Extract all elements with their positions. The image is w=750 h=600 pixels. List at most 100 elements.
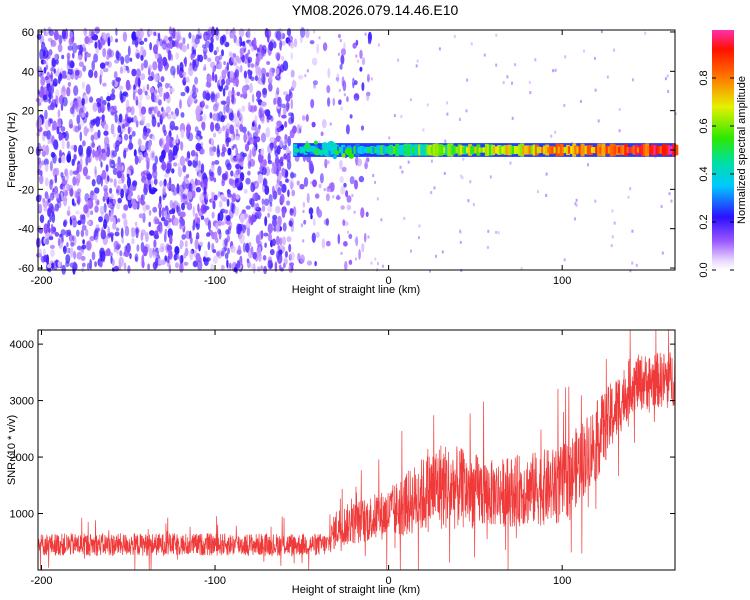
spectrogram-noise-blob: [172, 113, 177, 120]
spectrogram-noise-blob: [211, 26, 215, 37]
spectrogram-noise-blob: [64, 131, 69, 141]
spectrogram-noise-blob: [116, 202, 121, 210]
spectrogram-noise-blob: [207, 241, 211, 251]
spectrogram-faint-dot: [458, 117, 461, 121]
spectrogram-noise-blob: [102, 67, 109, 73]
spectrogram-noise-blob: [187, 160, 193, 167]
spectrogram-noise-blob: [161, 149, 166, 159]
spectrogram-noise-blob: [50, 67, 54, 72]
signal-band-cell: [609, 143, 614, 157]
spectrogram-noise-blob: [96, 174, 102, 185]
spectrogram-noise-blob: [186, 85, 190, 94]
spectrogram-noise-blob: [154, 53, 159, 60]
spectrogram-noise-blob: [161, 109, 166, 119]
spectrogram-noise-blob: [346, 204, 352, 211]
spectrogram-noise-blob: [86, 262, 90, 271]
spectrogram-noise-blob: [174, 187, 177, 193]
spectrogram-noise-blob: [282, 91, 288, 96]
signal-band-cell: [572, 143, 577, 157]
spectrogram-noise-blob: [275, 205, 281, 214]
x-tick-label: 0: [386, 275, 392, 287]
spectrogram-noise-blob: [169, 234, 173, 245]
spectrogram-noise-blob: [62, 74, 67, 79]
spectrogram-faint-dot: [606, 75, 609, 79]
spectrogram-noise-blob: [49, 84, 55, 95]
spectrogram-noise-blob: [107, 36, 111, 47]
spectrogram-noise-blob: [92, 34, 99, 41]
spectrogram-noise-blob: [189, 236, 193, 245]
spectrogram-noise-blob: [101, 114, 105, 123]
spectrogram-noise-blob: [247, 69, 251, 75]
spectrogram-noise-blob: [278, 110, 281, 118]
spectrogram-noise-blob: [129, 252, 132, 260]
spectrogram-noise-blob: [336, 194, 340, 200]
spectrogram-noise-blob: [355, 236, 359, 247]
spectrogram-noise-blob: [74, 190, 78, 199]
spectrogram-faint-dot: [355, 257, 357, 261]
spectrogram-noise-blob: [240, 114, 244, 125]
spectrogram-noise-blob: [214, 93, 218, 103]
signal-band-cell: [653, 145, 658, 155]
spectrogram-noise-blob: [124, 122, 128, 127]
spectrogram-noise-blob: [236, 229, 241, 235]
spectrogram-noise-blob: [361, 243, 365, 253]
signal-band-cell: [599, 146, 604, 154]
spectrogram-noise-blob: [349, 176, 355, 185]
spectrogram-faint-dot: [338, 88, 341, 92]
spectrogram-noise-blob: [365, 157, 370, 163]
signal-band-cell: [339, 147, 343, 153]
spectrogram-noise-blob: [188, 65, 194, 77]
spectrogram-faint-dot: [397, 58, 400, 62]
spectrogram-noise-blob: [170, 65, 176, 76]
spectrogram-noise-blob: [276, 168, 279, 177]
signal-onset-blob: [332, 154, 337, 160]
spectrogram-noise-blob: [124, 248, 130, 258]
spectrogram-faint-dot: [668, 192, 671, 196]
spectrogram-noise-blob: [212, 255, 218, 264]
spectrogram-noise-blob: [267, 232, 272, 242]
spectrogram-noise-blob: [113, 132, 116, 138]
spectrogram-noise-blob: [152, 61, 158, 71]
spectrogram-noise-blob: [225, 137, 232, 143]
spectrogram-noise-blob: [144, 246, 149, 253]
spectrogram-faint-dot: [514, 63, 517, 67]
spectrogram-noise-blob: [61, 29, 66, 40]
spectrogram-noise-blob: [90, 210, 94, 215]
spectrogram-noise-blob: [99, 205, 105, 215]
spectrogram-noise-blob: [212, 200, 216, 210]
spectrogram-noise-blob: [267, 152, 271, 163]
spectrogram-noise-blob: [60, 103, 64, 112]
spectrogram-noise-blob: [37, 101, 42, 106]
signal-band-cell: [418, 144, 423, 156]
signal-onset-blob: [344, 147, 353, 156]
spectrogram-noise-blob: [57, 118, 62, 125]
spectrogram-faint-dot: [594, 88, 597, 92]
spectrogram-noise-blob: [83, 204, 89, 214]
colorbar-label: Normalized spectral amplitude: [736, 76, 748, 224]
spectrogram-noise-blob: [101, 148, 106, 154]
spectrogram-noise-blob: [136, 52, 140, 60]
spectrogram-noise-blob: [204, 40, 211, 48]
spectrogram-noise-blob: [61, 54, 65, 60]
signal-band-cell: [386, 146, 391, 154]
spectrogram-noise-blob: [134, 155, 139, 165]
spectrogram-noise-blob: [301, 115, 306, 121]
spectrogram-noise-blob: [57, 237, 61, 247]
spectrogram-noise-blob: [217, 144, 220, 154]
spectrogram-noise-blob: [49, 244, 55, 249]
spectrogram-noise-blob: [214, 55, 220, 63]
spectrogram-noise-blob: [70, 61, 75, 69]
spectrogram-noise-blob: [81, 214, 86, 225]
spectrogram-faint-dot: [574, 217, 576, 221]
spectrogram-noise-blob: [308, 160, 313, 167]
spectrogram-noise-blob: [85, 228, 89, 237]
spectrogram-faint-dot: [670, 199, 673, 203]
spectrogram-noise-blob: [269, 142, 274, 151]
spectrogram-noise-blob: [230, 245, 236, 253]
signal-band-cell: [616, 145, 620, 155]
y-tick-label: 20: [22, 106, 34, 118]
spectrogram-noise-blob: [127, 190, 132, 200]
spectrogram-noise-blob: [214, 102, 220, 108]
spectrogram-noise-blob: [193, 61, 197, 66]
signal-band-cell: [634, 144, 639, 156]
